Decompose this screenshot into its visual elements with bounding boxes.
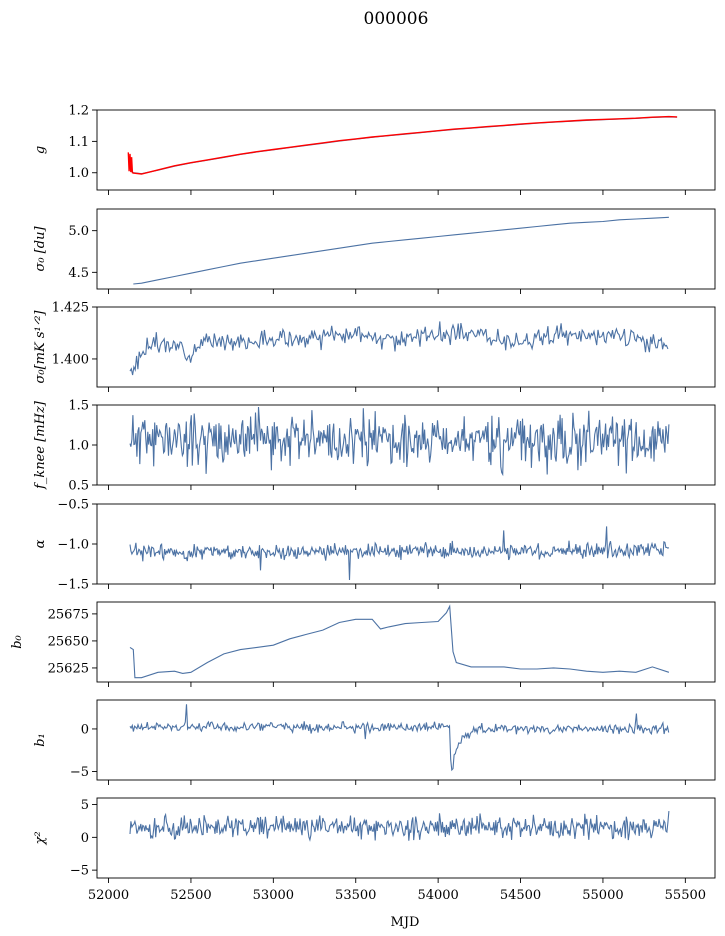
y-axis-label: χ² [33, 831, 48, 845]
y-tick-label: 1.0 [68, 439, 89, 454]
panel-6: −5 0 b₁ [33, 699, 716, 785]
y-tick-label: −0.5 [57, 498, 89, 513]
series-line-1-0 [133, 216, 669, 285]
axes-frame [96, 503, 716, 585]
panel-7: −5 0 5 52000 52500 53000 53500 54000 54500 55000 5… [33, 797, 716, 903]
axes-frame [96, 109, 716, 191]
panel-5: 25625 25650 25675 b₀ [10, 601, 716, 687]
series-line-0-0 [129, 116, 678, 175]
x-axis-label: MJD [391, 915, 420, 930]
x-tick-label: 55000 [582, 888, 623, 903]
series-line-0-1 [127, 115, 678, 175]
y-tick-label: 1.2 [68, 104, 89, 119]
y-tick-label: 1.5 [68, 399, 89, 414]
figure-title: 000006 [364, 9, 429, 29]
panels: 1.0 1.1 1.2 g 4.5 5.0 σ₀ [du] 1.400 1.425 σ₀[mK s… [10, 104, 716, 903]
series-line-5-0 [129, 604, 670, 679]
y-tick-label: 1.400 [52, 352, 89, 367]
y-tick-label: −5 [70, 765, 89, 780]
y-axis-label: g [33, 146, 48, 154]
x-tick-label: 54000 [417, 888, 458, 903]
y-axis-label: b₀ [10, 634, 25, 648]
y-tick-label: 25625 [48, 661, 89, 676]
y-axis-label: b₁ [33, 733, 48, 747]
y-tick-label: 25675 [48, 607, 89, 622]
x-tick-label: 53000 [253, 888, 294, 903]
y-tick-label: 1.1 [68, 135, 89, 150]
series-line-3-0 [129, 406, 670, 477]
series-line-6-0 [129, 704, 670, 772]
x-tick-label: 55500 [665, 888, 706, 903]
y-tick-label: −1.0 [57, 538, 89, 553]
series-line-2-0 [129, 321, 669, 376]
series-line-4-0 [129, 526, 670, 581]
panel-3: 0.5 1.0 1.5 f_knee [mHz] [33, 399, 716, 494]
x-tick-label: 52000 [88, 888, 129, 903]
y-tick-label: 1.425 [52, 301, 89, 316]
x-tick-label: 53500 [335, 888, 376, 903]
axes-frame [96, 601, 716, 683]
y-tick-label: 0 [81, 831, 89, 846]
axes-frame [96, 797, 716, 879]
y-tick-label: −1.5 [57, 578, 89, 593]
y-tick-label: 0 [81, 722, 89, 737]
axes-frame [96, 699, 716, 781]
y-tick-label: 25650 [48, 634, 89, 649]
y-tick-label: 5 [81, 798, 89, 813]
panel-2: 1.400 1.425 σ₀[mK s¹ᐟ²] [33, 301, 716, 392]
panel-1: 4.5 5.0 σ₀ [du] [33, 208, 716, 294]
y-axis-label: σ₀ [du] [33, 226, 48, 272]
y-axis-label: f_knee [mHz] [33, 400, 48, 490]
axes-frame [96, 306, 716, 388]
panel-4: −1.5 −1.0 −0.5 α [33, 498, 716, 593]
y-tick-label: 5.0 [68, 224, 89, 239]
x-tick-label: 52500 [170, 888, 211, 903]
series-line-7-0 [129, 811, 670, 842]
axes-frame [96, 208, 716, 290]
y-tick-label: 0.5 [68, 479, 89, 494]
panel-0: 1.0 1.1 1.2 g [33, 104, 716, 195]
y-axis-label: σ₀[mK s¹ᐟ²] [33, 310, 48, 384]
y-tick-label: −5 [70, 864, 89, 879]
y-tick-label: 4.5 [68, 266, 89, 281]
x-tick-label: 54500 [500, 888, 541, 903]
y-tick-label: 1.0 [68, 166, 89, 181]
y-axis-label: α [33, 539, 48, 548]
